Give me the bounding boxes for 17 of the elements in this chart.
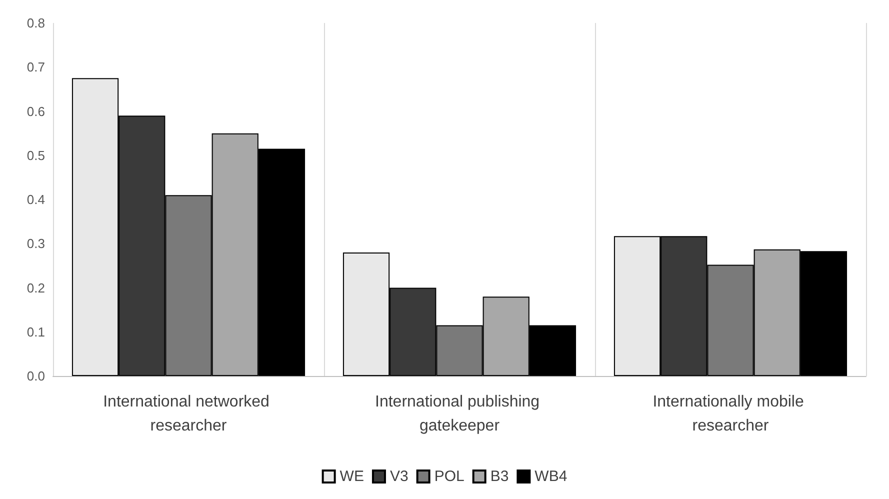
x-tick-label: International networked researcher bbox=[103, 394, 274, 434]
x-tick-label: Internationally mobile researcher bbox=[652, 394, 808, 434]
y-tick-label: 0.3 bbox=[26, 236, 45, 252]
y-tick-label: 0.4 bbox=[26, 192, 45, 207]
y-tick-label: 0.7 bbox=[26, 60, 45, 75]
y-tick-label: 0.8 bbox=[26, 16, 45, 30]
y-tick-label: 0.6 bbox=[26, 104, 45, 119]
x-tick-label: International publishing gatekeeper bbox=[374, 394, 544, 434]
y-tick-label: 0.0 bbox=[26, 368, 45, 384]
y-tick-label: 0.2 bbox=[26, 280, 45, 296]
legend-label: WE bbox=[340, 468, 364, 485]
y-tick-label: 0.5 bbox=[26, 148, 45, 163]
legend-label: POL bbox=[434, 468, 464, 485]
y-tick-label: 0.1 bbox=[26, 324, 45, 340]
legend-label: B3 bbox=[490, 468, 509, 485]
legend-label: WB4 bbox=[534, 468, 568, 485]
legend-label: V3 bbox=[390, 468, 408, 485]
